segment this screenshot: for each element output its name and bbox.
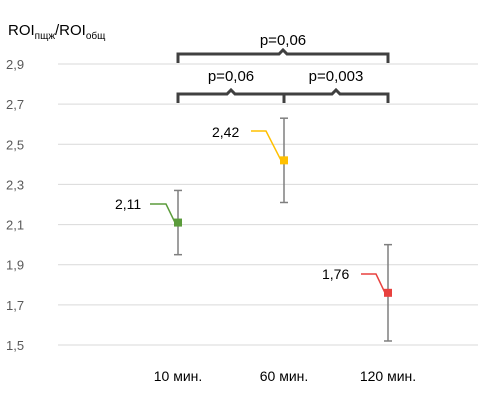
p-value-label: p=0,003 xyxy=(309,68,364,85)
y-tick-label: 2,9 xyxy=(6,57,24,72)
p-value-label: p=0,06 xyxy=(208,68,254,85)
y-axis-title: ROIпщж/ROIобщ xyxy=(8,22,105,42)
data-label-leader xyxy=(150,203,176,223)
significance-bracket xyxy=(282,87,390,103)
x-tick-label: 10 мин. xyxy=(154,368,203,384)
data-point-marker xyxy=(174,218,182,227)
y-tick-labels: 1,5 1,7 1,9 2,1 2,3 2,5 2,7 2,9 xyxy=(6,57,24,353)
gridlines xyxy=(58,63,478,346)
y-tick-label: 1,9 xyxy=(6,258,24,273)
data-points: 2,11 2,42 1,76 xyxy=(115,117,392,342)
x-tick-label: 120 мин. xyxy=(360,368,416,384)
significance-bracket xyxy=(176,87,286,103)
data-label: 1,76 xyxy=(322,266,349,282)
data-label: 2,42 xyxy=(212,124,239,140)
x-tick-label: 60 мин. xyxy=(260,368,309,384)
y-tick-label: 1,7 xyxy=(6,298,24,313)
x-tick-labels: 10 мин. 60 мин. 120 мин. xyxy=(154,368,416,384)
data-label-leader xyxy=(251,130,282,161)
y-tick-label: 2,3 xyxy=(6,177,24,192)
y-tick-label: 2,1 xyxy=(6,218,24,233)
y-tick-label: 2,7 xyxy=(6,97,24,112)
y-tick-label: 1,5 xyxy=(6,338,24,353)
data-label-leader xyxy=(361,273,386,294)
y-tick-label: 2,5 xyxy=(6,137,24,152)
p-value-label: p=0,06 xyxy=(260,32,306,49)
data-point-marker xyxy=(384,288,392,297)
data-point-marker xyxy=(280,156,288,165)
data-label: 2,11 xyxy=(115,196,141,212)
significance-brackets: p=0,06 p=0,06 p=0,003 xyxy=(176,32,390,103)
significance-bracket xyxy=(176,47,390,63)
